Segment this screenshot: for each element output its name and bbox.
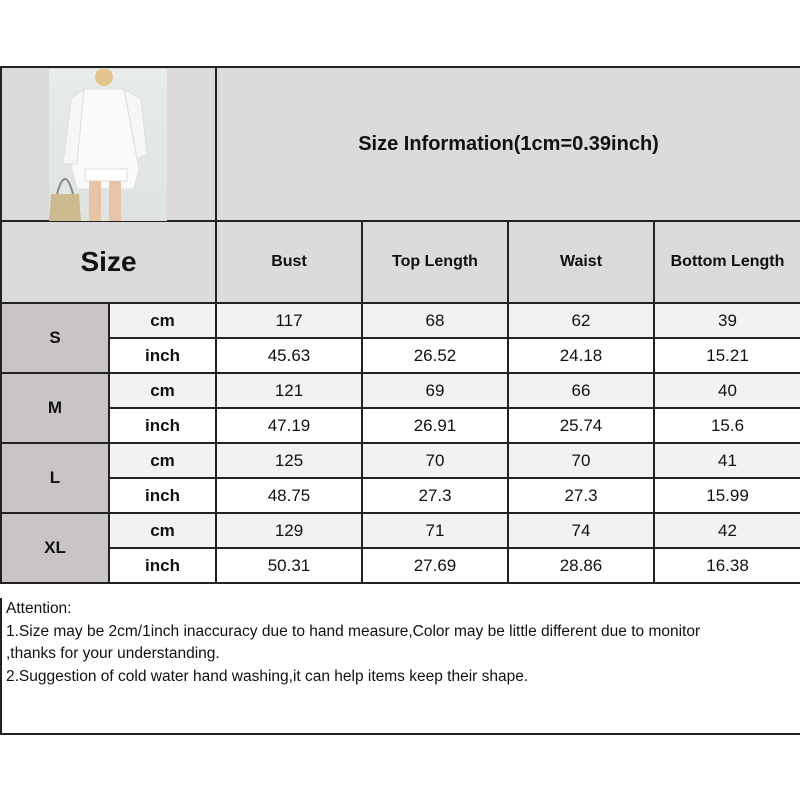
product-image-cell [0,66,217,222]
unit-label: inch [108,477,217,514]
size-chart-table: Size Information(1cm=0.39inch) Size Bust… [0,66,800,584]
unit-label: cm [108,372,217,409]
table-row: XL cm 129 71 74 42 [0,512,800,584]
size-label: M [0,372,110,444]
unit-label: cm [108,512,217,549]
measurement-cell: 27.3 [507,477,655,514]
measurement-cell: 15.21 [652,337,800,374]
column-header-top-length: Top Length [361,220,509,304]
measurement-cell: 45.63 [215,337,363,374]
measurement-cell: 121 [215,372,363,409]
page-title: Size Information(1cm=0.39inch) [214,66,800,222]
attention-line: 1.Size may be 2cm/1inch inaccuracy due t… [6,622,701,640]
measurement-cell: 26.91 [361,407,509,444]
column-header-waist: Waist [507,220,655,304]
size-label: L [0,442,110,514]
measurement-cell: 41 [652,442,800,479]
unit-label: inch [108,337,217,374]
table-row: inch 45.63 26.52 24.18 15.21 [1,337,800,374]
measurement-cell: 48.75 [215,477,363,514]
size-header: Size [0,220,217,304]
measurement-cell: 71 [361,512,509,549]
measurement-cell: 16.38 [652,547,800,584]
table-row: inch 48.75 27.3 27.3 15.99 [1,477,800,514]
measurement-cell: 125 [215,442,363,479]
measurement-cell: 50.31 [215,547,363,584]
table-row: inch 47.19 26.91 25.74 15.6 [1,407,800,444]
measurement-cell: 117 [215,302,363,339]
measurement-cell: 39 [652,302,800,339]
measurement-cell: 26.52 [361,337,509,374]
measurement-cell: 62 [507,302,655,339]
table-row: inch 50.31 27.69 28.86 16.38 [1,547,800,584]
measurement-cell: 42 [652,512,800,549]
measurement-cell: 15.6 [652,407,800,444]
measurement-cell: 69 [361,372,509,409]
unit-label: cm [108,442,217,479]
attention-notes: Attention: 1.Size may be 2cm/1inch inacc… [0,598,800,735]
measurement-cell: 47.19 [215,407,363,444]
measurement-cell: 70 [361,442,509,479]
size-label: S [0,302,110,374]
measurement-cell: 70 [507,442,655,479]
measurement-cell: 25.74 [507,407,655,444]
measurement-cell: 68 [361,302,509,339]
unit-label: cm [108,302,217,339]
unit-label: inch [108,407,217,444]
measurement-cell: 15.99 [652,477,800,514]
measurement-cell: 66 [507,372,655,409]
column-header-bust: Bust [215,220,363,304]
measurement-cell: 24.18 [507,337,655,374]
product-photo [49,68,167,221]
unit-label: inch [108,547,217,584]
attention-line: 2.Suggestion of cold water hand washing,… [6,667,529,685]
measurement-cell: 129 [215,512,363,549]
attention-title: Attention: [6,600,72,617]
measurement-cell: 27.69 [361,547,509,584]
measurement-cell: 40 [652,372,800,409]
measurement-cell: 27.3 [361,477,509,514]
measurement-cell: 74 [507,512,655,549]
column-header-bottom-length: Bottom Length [652,220,800,304]
attention-line: ,thanks for your understanding. [6,645,220,662]
size-label: XL [0,512,110,584]
measurement-cell: 28.86 [507,547,655,584]
